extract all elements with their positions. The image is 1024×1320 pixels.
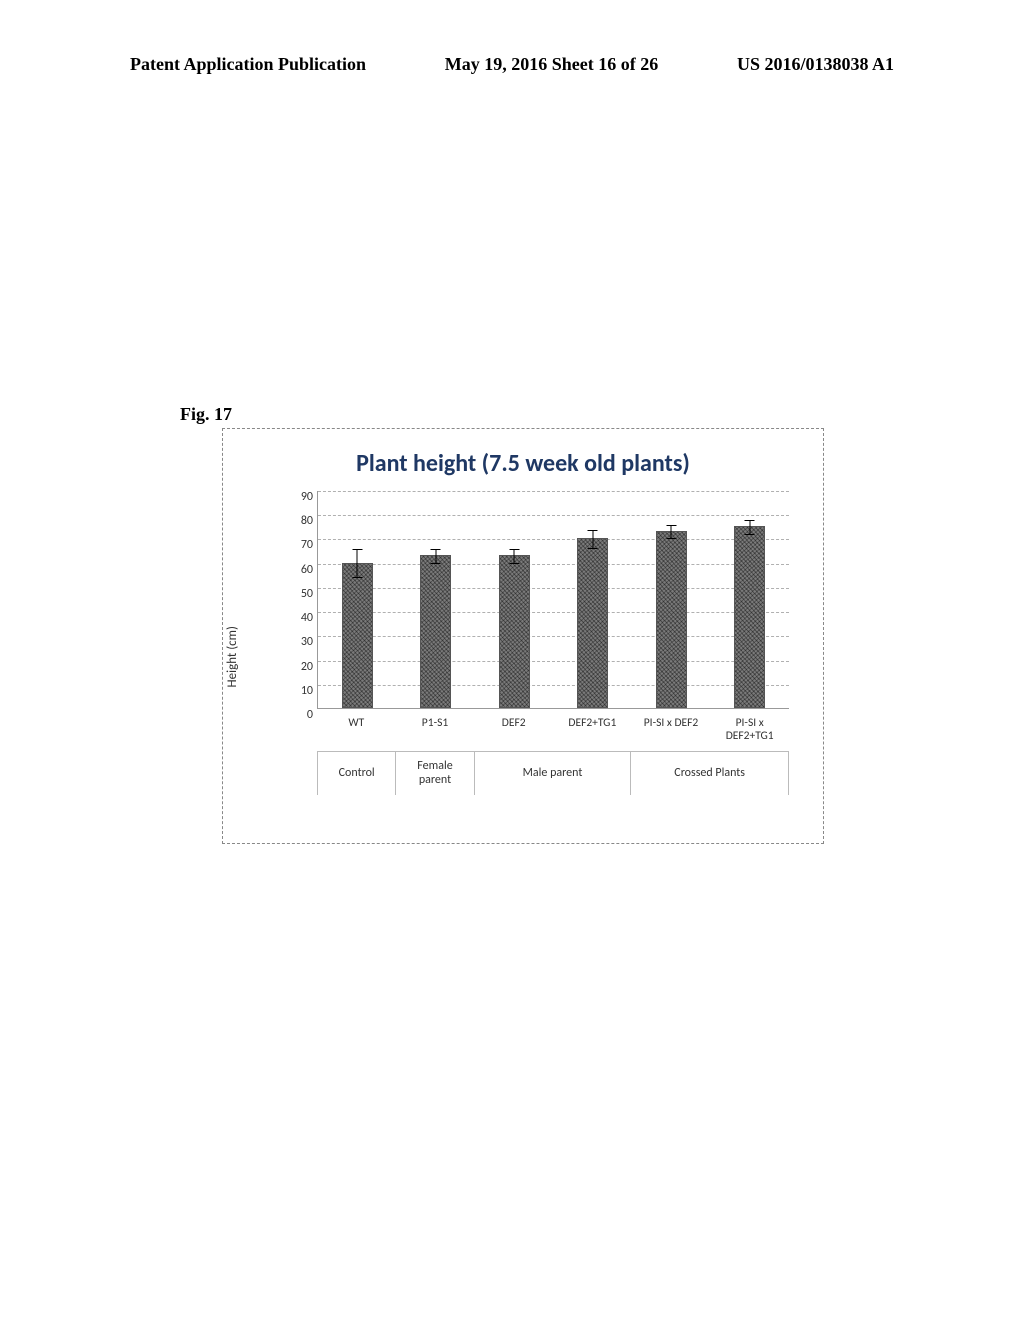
x-group-label: Control: [318, 752, 396, 795]
x-group-label: Femaleparent: [396, 752, 474, 795]
y-tick-label: 0: [307, 709, 313, 721]
gridline: [318, 636, 789, 637]
gridline: [318, 661, 789, 662]
header-left: Patent Application Publication: [130, 54, 366, 75]
error-bar: [514, 549, 515, 564]
plot-area: [317, 491, 789, 709]
y-ticks: 0102030405060708090: [293, 491, 315, 709]
bar: [499, 555, 530, 708]
gridline: [318, 539, 789, 540]
y-axis-label: Height (cm): [223, 491, 241, 823]
x-labels: WT P1-S1 DEF2 DEF2+TG1 PI-SI x DEF2 PI-SI xDE…: [317, 713, 789, 749]
bar: [656, 531, 687, 708]
y-tick-label: 60: [301, 564, 313, 576]
x-tick-label: P1-S1: [422, 717, 448, 730]
gridline: [318, 491, 789, 492]
error-bar: [671, 525, 672, 540]
x-tick-label: DEF2: [502, 717, 526, 730]
error-bar: [749, 520, 750, 535]
y-tick-label: 70: [301, 539, 313, 551]
x-tick-label: PI-SI xDEF2+TG1: [726, 717, 774, 743]
x-tick-label: PI-SI x DEF2: [644, 717, 699, 730]
y-axis-label-text: Height (cm): [225, 626, 240, 687]
y-tick-label: 80: [301, 515, 313, 527]
bar: [342, 563, 373, 708]
bar: [734, 526, 765, 708]
y-tick-label: 10: [301, 685, 313, 697]
gridline: [318, 515, 789, 516]
gridline: [318, 588, 789, 589]
plant-height-chart: Plant height (7.5 week old plants) Heigh…: [222, 428, 824, 844]
error-bar: [435, 549, 436, 564]
x-tick-label: WT: [348, 717, 364, 730]
x-group-label: Male parent: [475, 752, 632, 795]
x-group-label: Crossed Plants: [631, 752, 788, 795]
y-tick-label: 20: [301, 661, 313, 673]
bar: [420, 555, 451, 708]
error-bar: [357, 549, 358, 578]
bar: [577, 538, 608, 708]
y-tick-label: 40: [301, 612, 313, 624]
chart-body: Height (cm) 0102030405060708090 WTP1-S1D…: [259, 491, 799, 823]
error-bar: [592, 530, 593, 549]
y-tick-label: 30: [301, 636, 313, 648]
y-tick-label: 90: [301, 491, 313, 503]
gridline: [318, 685, 789, 686]
gridline: [318, 564, 789, 565]
header-center: May 19, 2016 Sheet 16 of 26: [445, 54, 658, 75]
gridline: [318, 612, 789, 613]
y-tick-label: 50: [301, 588, 313, 600]
header-right: US 2016/0138038 A1: [737, 54, 894, 75]
x-tick-label: DEF2+TG1: [568, 717, 616, 730]
x-groups: ControlFemaleparentMale parentCrossed Pl…: [317, 751, 789, 795]
chart-title: Plant height (7.5 week old plants): [223, 449, 823, 478]
figure-label: Fig. 17: [180, 404, 232, 425]
